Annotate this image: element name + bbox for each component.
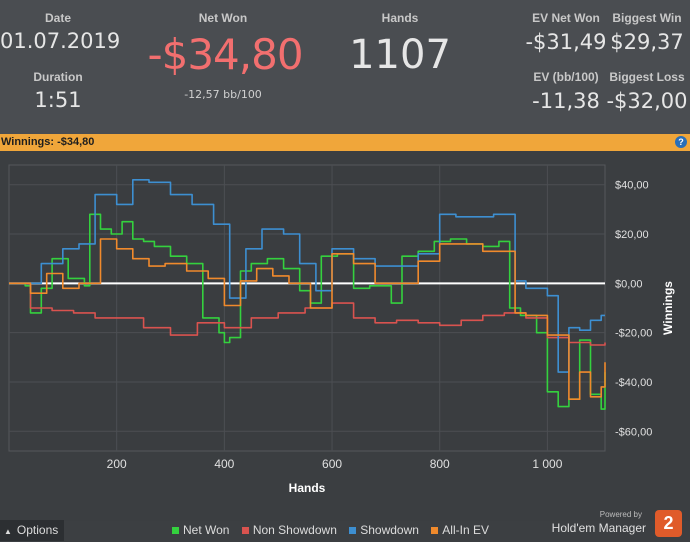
options-button[interactable]: ▲ Options	[0, 520, 64, 541]
legend-net-won-swatch	[172, 527, 179, 534]
x-tick-label: 800	[430, 457, 450, 471]
caret-up-icon: ▲	[4, 527, 12, 536]
ev-net-won-label: EV Net Won	[532, 11, 600, 25]
x-tick-label: 400	[214, 457, 234, 471]
series-line-net-won	[9, 213, 606, 410]
net-won-bb: -12,57 bb/100	[184, 88, 262, 101]
chart-legend: Net Won Non Showdown Showdown All-In EV	[172, 523, 498, 537]
ev-bb-value: -11,38	[532, 89, 600, 113]
legend-all-in-ev-swatch	[431, 527, 439, 534]
x-tick-label: 200	[107, 457, 127, 471]
x-tick-label: 1 000	[532, 457, 562, 471]
winnings-banner-text: Winnings: -$34,80	[1, 136, 95, 148]
legend-non-showdown[interactable]: Non Showdown	[241, 523, 337, 537]
legend-net-won-label: Net Won	[183, 523, 230, 537]
y-tick-label: $0,00	[615, 278, 643, 290]
y-tick-label: $20,00	[615, 229, 649, 241]
winnings-banner: Winnings: -$34,80 ?	[0, 134, 690, 151]
biggest-loss-value: -$32,00	[606, 89, 688, 113]
y-tick-label: $40,00	[615, 180, 649, 192]
brand-logo-icon: 2	[655, 510, 682, 537]
brand-name: Hold'em Manager	[551, 521, 646, 535]
duration-label: Duration	[33, 70, 83, 84]
ev-bb-label: EV (bb/100)	[533, 70, 599, 84]
legend-all-in-ev[interactable]: All-In EV	[431, 523, 489, 537]
y-tick-label: -$60,00	[615, 426, 652, 438]
duration-value: 1:51	[34, 88, 82, 112]
legend-all-in-ev-label: All-In EV	[442, 523, 489, 537]
options-label: Options	[16, 523, 59, 537]
legend-non-showdown-label: Non Showdown	[252, 523, 337, 537]
brand: Powered by Hold'em Manager 2	[552, 510, 682, 537]
biggest-loss-label: Biggest Loss	[609, 70, 685, 84]
net-won-label: Net Won	[198, 11, 248, 25]
y-tick-label: -$20,00	[615, 328, 652, 340]
help-icon[interactable]: ?	[675, 136, 687, 148]
biggest-win-value: $29,37	[610, 30, 684, 54]
x-axis-title: Hands	[289, 481, 326, 495]
hands-label: Hands	[381, 11, 419, 25]
chart-svg: 200 400 600 800 1 000 $40,00 $20,00 $0,00 -$20,0…	[8, 164, 675, 495]
footer: ▲ Options Net Won Non Showdown Showdown A…	[0, 510, 690, 541]
y-axis-title: Winnings	[661, 281, 675, 335]
legend-showdown-swatch	[349, 527, 357, 534]
date-value: 01.07.2019	[0, 29, 121, 53]
y-tick-label: -$40,00	[615, 377, 652, 389]
legend-non-showdown-swatch	[241, 527, 249, 534]
series-line-all-in-ev	[9, 238, 606, 400]
legend-showdown-label: Showdown	[360, 523, 419, 537]
legend-net-won[interactable]: Net Won	[172, 523, 229, 537]
ev-net-won-value: -$31,49	[525, 30, 607, 54]
hands-value: 1107	[349, 32, 451, 78]
x-tick-label: 600	[322, 457, 342, 471]
legend-showdown[interactable]: Showdown	[349, 523, 419, 537]
stats-panel: Date 01.07.2019 Duration 1:51 Net Won -$…	[0, 0, 690, 134]
date-label: Date	[44, 11, 71, 25]
powered-by: Powered by	[599, 510, 642, 519]
net-won-value: -$34,80	[147, 30, 303, 79]
winnings-chart: 200 400 600 800 1 000 $40,00 $20,00 $0,00 -$20,0…	[0, 151, 690, 521]
biggest-win-label: Biggest Win	[612, 11, 682, 25]
